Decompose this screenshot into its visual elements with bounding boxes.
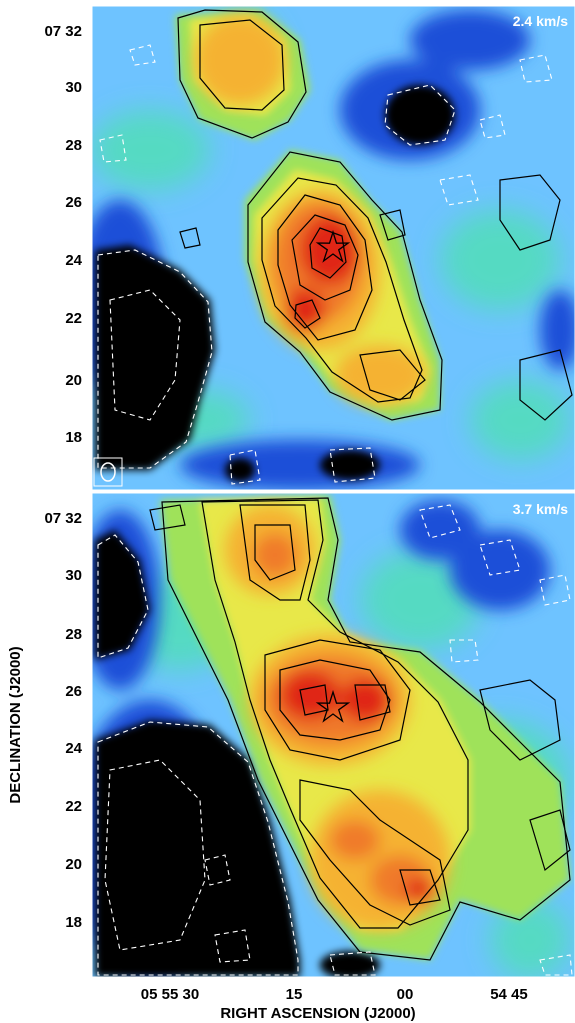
y-tick-label: 26 [65,194,82,211]
y-tick-label: 28 [65,137,82,154]
panel-top-frame [91,5,575,491]
x-tick-label: 15 [286,986,303,1003]
panel-bottom-label: 3.7 km/s [513,501,568,517]
x-axis-title: RIGHT ASCENSION (J2000) [220,1005,415,1022]
panel-bottom-y-ticks: 07 32 30 28 26 24 22 20 18 [44,510,82,931]
panel-top-y-ticks: 07 32 30 28 26 24 22 20 18 [44,23,82,446]
x-tick-label: 54 45 [490,986,528,1003]
y-tick-label: 24 [65,252,82,269]
y-tick-label: 26 [65,683,82,700]
panel-top: 2.4 km/s 07 32 30 28 26 24 22 20 18 [44,5,575,491]
panel-top-image: 2.4 km/s [92,6,575,490]
panel-bottom-frame [91,492,575,978]
x-axis: 05 55 30 15 00 54 45 RIGHT ASCENSION (J2… [141,986,528,1022]
x-tick-label: 05 55 30 [141,986,199,1003]
panel-bottom: 3.7 km/s 07 32 30 28 26 24 22 20 18 [44,492,575,978]
positive-contours [177,9,573,421]
y-axis-title: DECLINATION (J2000) [7,646,24,803]
y-tick-label: 07 32 [44,23,82,40]
y-tick-label: 22 [65,310,82,327]
y-tick-label: 18 [65,914,82,931]
negative-contours [97,44,553,485]
x-tick-label: 00 [397,986,414,1003]
y-tick-label: 30 [65,567,82,584]
positive-contours [149,497,571,961]
beam-box [93,457,123,487]
y-tick-label: 07 32 [44,510,82,527]
y-tick-label: 20 [65,372,82,389]
y-tick-label: 30 [65,79,82,96]
negative-contours [97,504,573,976]
y-tick-label: 22 [65,798,82,815]
panel-top-label: 2.4 km/s [513,13,568,29]
y-tick-label: 18 [65,429,82,446]
source-star-marker [315,229,351,263]
source-star-marker [315,689,351,723]
y-tick-label: 28 [65,626,82,643]
y-axis: DECLINATION (J2000) [7,646,24,803]
beam-ellipse [100,462,116,482]
y-tick-label: 24 [65,740,82,757]
panel-bottom-image: 3.7 km/s [92,493,575,977]
y-tick-label: 20 [65,856,82,873]
